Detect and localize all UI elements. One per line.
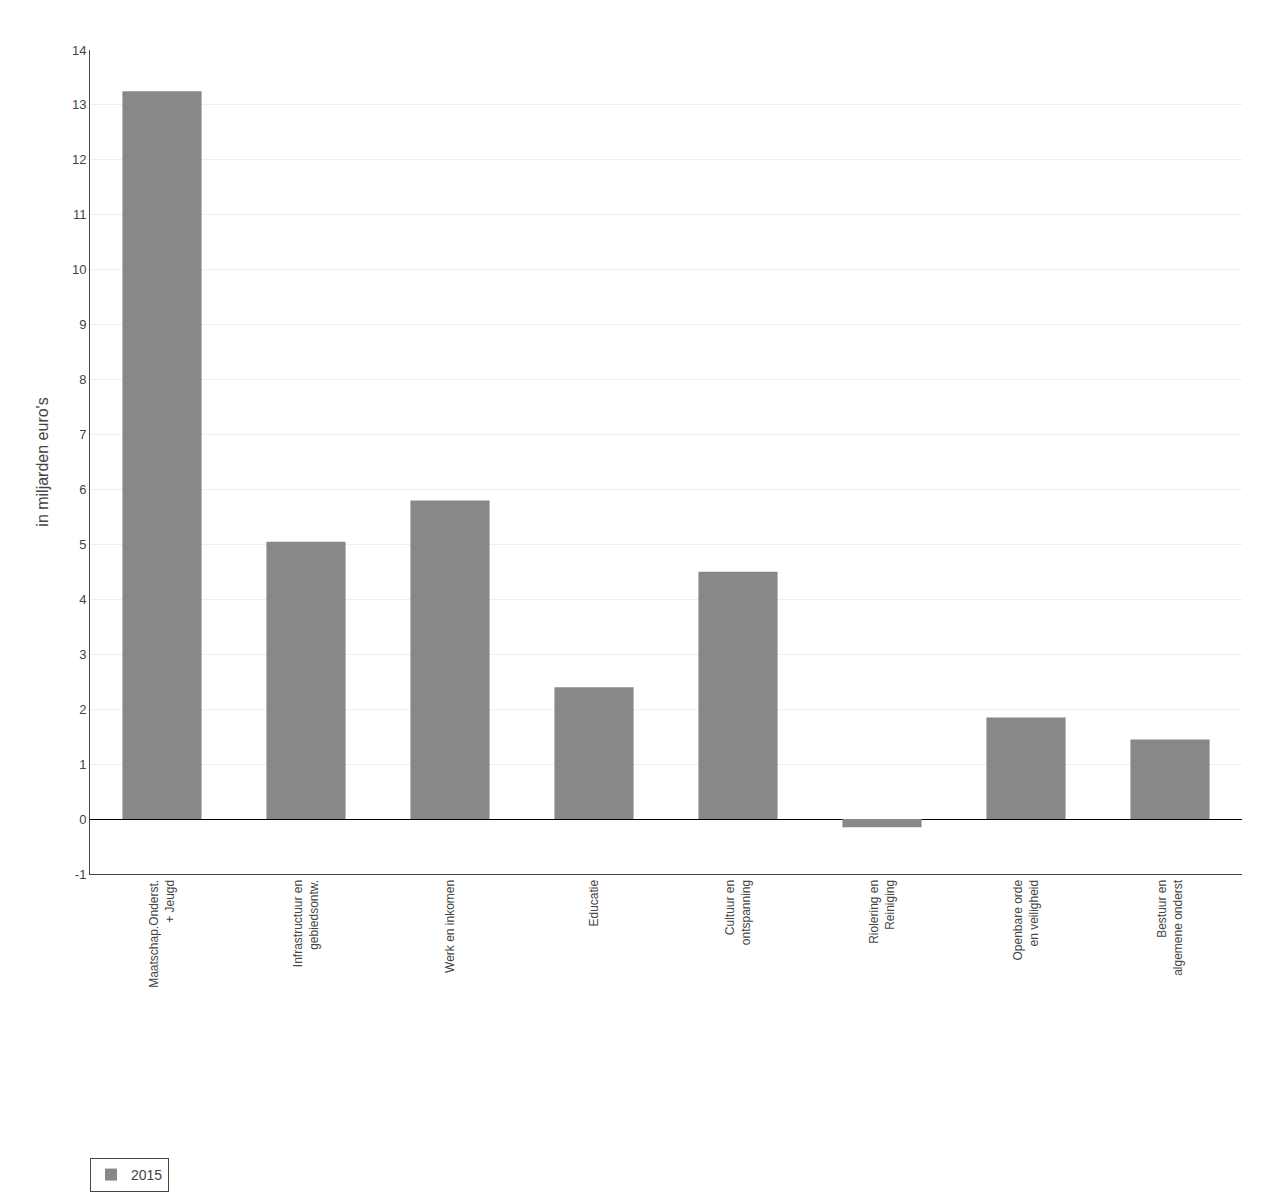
svg-text:Educatie: Educatie [587, 879, 601, 926]
svg-text:Cultuur enontspanning: Cultuur enontspanning [723, 880, 753, 945]
svg-text:3: 3 [79, 647, 86, 662]
svg-text:9: 9 [79, 317, 86, 332]
svg-text:5: 5 [79, 537, 86, 552]
svg-text:Openbare ordeen veiligheid: Openbare ordeen veiligheid [1011, 879, 1041, 960]
svg-text:2: 2 [79, 702, 86, 717]
svg-text:Werk en inkomen: Werk en inkomen [443, 880, 457, 973]
svg-text:14: 14 [72, 43, 86, 58]
svg-text:4: 4 [79, 592, 86, 607]
svg-text:1: 1 [79, 757, 86, 772]
svg-text:in miljarden euro's: in miljarden euro's [34, 397, 51, 526]
svg-text:7: 7 [79, 427, 86, 442]
svg-text:Maatschap.Onderst.+ Jeugd: Maatschap.Onderst.+ Jeugd [147, 880, 177, 988]
svg-text:2015: 2015 [131, 1167, 162, 1183]
svg-text:-1: -1 [75, 867, 87, 882]
svg-text:11: 11 [73, 207, 87, 222]
svg-text:Infrastructuur engebiedsontw.: Infrastructuur engebiedsontw. [291, 880, 321, 967]
svg-text:6: 6 [79, 482, 86, 497]
svg-text:8: 8 [79, 372, 86, 387]
svg-text:Bestuur enalgemene onderst: Bestuur enalgemene onderst [1155, 879, 1185, 976]
svg-text:13: 13 [72, 97, 86, 112]
svg-text:Riolering enReiniging: Riolering enReiniging [867, 880, 897, 944]
svg-text:0: 0 [79, 812, 86, 827]
svg-text:12: 12 [72, 152, 86, 167]
svg-text:10: 10 [72, 262, 86, 277]
